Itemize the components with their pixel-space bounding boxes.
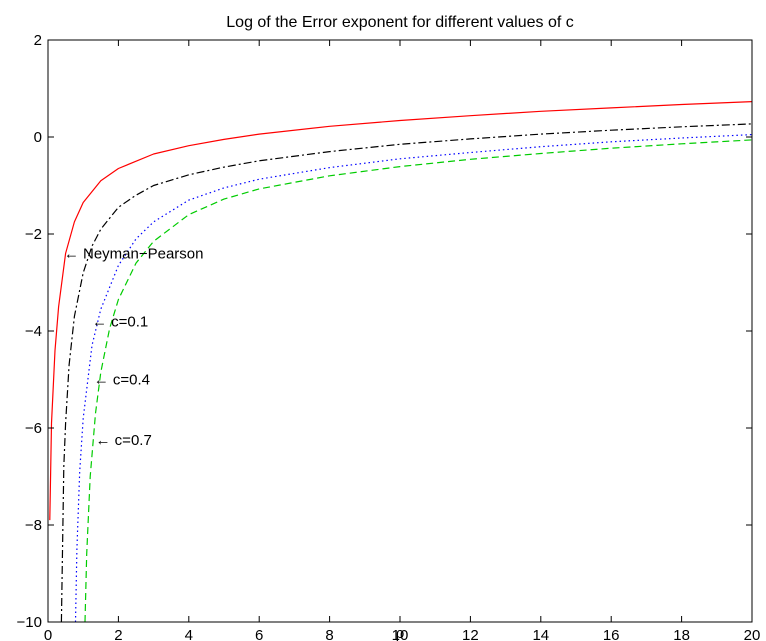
y-tick-label: −6 xyxy=(25,420,42,437)
curve-annotation: ← c=0.7 xyxy=(96,432,152,449)
x-tick-label: 10 xyxy=(392,627,409,641)
curve-annotation: ← c=0.4 xyxy=(94,372,150,389)
curve-annotation: ← c=0.1 xyxy=(92,313,148,330)
y-tick-label: −2 xyxy=(25,226,42,243)
x-tick-label: 4 xyxy=(185,627,193,641)
y-tick-label: −10 xyxy=(17,614,42,631)
y-tick-label: −8 xyxy=(25,517,42,534)
x-tick-label: 6 xyxy=(255,627,263,641)
y-tick-label: 2 xyxy=(34,32,42,49)
annotation-layer: ← Neyman−Pearson ← c=0.1 ← c=0.4 ← c=0.7 xyxy=(64,245,204,449)
series-line-1 xyxy=(60,123,753,623)
series-line-0 xyxy=(49,101,753,521)
x-tick-label: 16 xyxy=(603,627,620,641)
chart-title: Log of the Error exponent for different … xyxy=(226,14,573,31)
series-line-3 xyxy=(84,139,753,623)
y-tick-label: −4 xyxy=(25,323,42,340)
x-tick-label: 18 xyxy=(673,627,690,641)
x-tick-label: 2 xyxy=(114,627,122,641)
x-axis-label: ρ xyxy=(396,625,405,641)
series-line-2 xyxy=(74,134,753,623)
plot-background xyxy=(48,40,752,622)
axis-layer: 0 2 4 6 8 10 12 14 16 18 20 −10 −8 −6 −4 −2 0 2 xyxy=(17,32,761,641)
series-layer xyxy=(49,101,753,623)
x-tick-label: 0 xyxy=(44,627,52,641)
y-tick-label: 0 xyxy=(34,129,42,146)
x-tick-label: 12 xyxy=(462,627,479,641)
curve-annotation: ← Neyman−Pearson xyxy=(64,245,204,262)
x-tick-label: 8 xyxy=(325,627,333,641)
x-tick-label: 20 xyxy=(744,627,761,641)
x-tick-label: 14 xyxy=(532,627,549,641)
